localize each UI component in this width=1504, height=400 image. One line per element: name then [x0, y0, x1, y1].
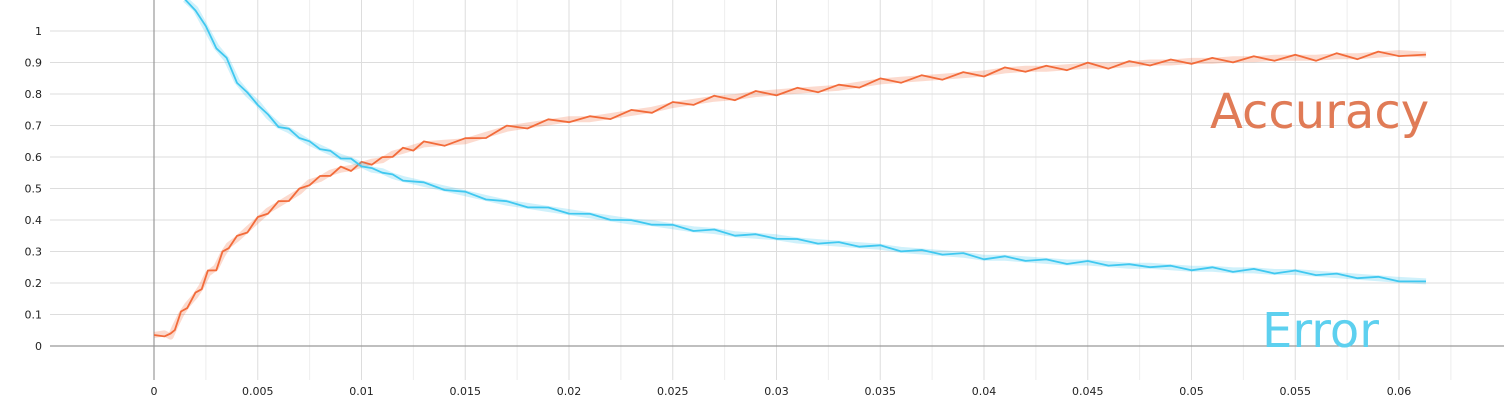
- x-tick-label: 0.025: [657, 385, 689, 398]
- series-label-accuracy: Accuracy: [1210, 84, 1429, 140]
- x-tick-labels: 0 0.005 0.01 0.015 0.02 0.025 0.03 0.035 0.04 0.0…: [151, 385, 1412, 398]
- x-tick-label: 0.02: [557, 385, 582, 398]
- x-tick-label: 0.03: [764, 385, 789, 398]
- axes: [50, 0, 1504, 380]
- y-tick-label: 0.7: [25, 120, 43, 133]
- x-tick-label: 0.035: [865, 385, 897, 398]
- series: [153, 0, 1427, 340]
- x-tick-label: 0.045: [1072, 385, 1104, 398]
- x-tick-label: 0.01: [349, 385, 374, 398]
- series-label-error: Error: [1262, 303, 1379, 359]
- x-tick-label: 0.005: [242, 385, 274, 398]
- y-tick-label: 1: [35, 25, 42, 38]
- x-tick-label: 0.015: [450, 385, 482, 398]
- series-halo-accuracy: [153, 50, 1427, 340]
- x-tick-label: 0.055: [1280, 385, 1312, 398]
- x-tick-label: 0.06: [1387, 385, 1412, 398]
- y-tick-label: 0: [35, 340, 42, 353]
- x-tick-label: 0.04: [972, 385, 997, 398]
- y-tick-labels: 0 0.1 0.2 0.3 0.4 0.5 0.6 0.7 0.8 0.9 1: [25, 25, 43, 353]
- y-tick-label: 0.2: [25, 277, 43, 290]
- y-tick-label: 0.1: [25, 309, 43, 322]
- y-tick-label: 0.5: [25, 183, 43, 196]
- y-tick-label: 0.6: [25, 151, 43, 164]
- y-tick-label: 0.4: [25, 214, 43, 227]
- x-tick-label: 0: [151, 385, 158, 398]
- series-line-error: [184, 0, 1426, 283]
- y-tick-label: 0.8: [25, 88, 43, 101]
- y-tick-label: 0.9: [25, 57, 43, 70]
- grid: [50, 0, 1504, 380]
- series-halo-error: [183, 0, 1427, 285]
- y-tick-label: 0.3: [25, 246, 43, 259]
- series-line-accuracy: [153, 50, 1427, 338]
- x-tick-label: 0.05: [1179, 385, 1204, 398]
